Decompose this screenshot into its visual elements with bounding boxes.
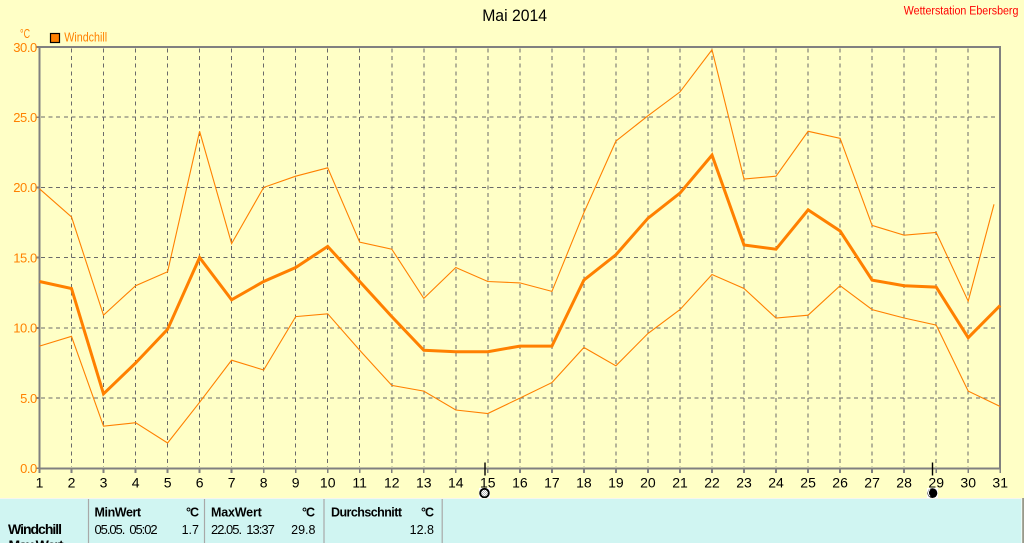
svg-text:19: 19: [608, 474, 624, 490]
svg-text:°C: °C: [186, 506, 199, 520]
svg-text:Durchschnitt: Durchschnitt: [331, 506, 403, 520]
svg-text:1.7: 1.7: [182, 523, 199, 537]
svg-text:Wetterstation Ebersberg: Wetterstation Ebersberg: [904, 6, 1019, 18]
svg-text:9: 9: [292, 474, 300, 490]
svg-text:18: 18: [576, 474, 592, 490]
svg-text:30.0: 30.0: [13, 40, 37, 55]
svg-text:5.0: 5.0: [20, 391, 37, 406]
svg-text:15: 15: [480, 474, 496, 490]
svg-text:26: 26: [832, 474, 848, 490]
svg-text:°C: °C: [421, 506, 434, 520]
svg-text:29.8: 29.8: [291, 523, 315, 537]
svg-text:05.05. 05:02: 05.05. 05:02: [95, 522, 158, 537]
svg-text:31: 31: [992, 474, 1008, 490]
svg-text:22: 22: [704, 474, 720, 490]
svg-text:7: 7: [228, 474, 236, 490]
svg-text:22.05. 13:37: 22.05. 13:37: [211, 522, 275, 537]
svg-text:Max Wert: Max Wert: [9, 537, 64, 543]
svg-text:5: 5: [164, 474, 172, 490]
svg-text:10.0: 10.0: [13, 321, 37, 336]
svg-text:13: 13: [416, 474, 432, 490]
svg-text:25.0: 25.0: [13, 110, 37, 125]
svg-text:Mai 2014: Mai 2014: [482, 6, 547, 25]
svg-text:15.0: 15.0: [13, 250, 37, 265]
svg-text:°C: °C: [302, 506, 315, 520]
svg-text:21: 21: [672, 474, 688, 490]
svg-text:MaxWert: MaxWert: [211, 506, 263, 520]
svg-text:29: 29: [928, 474, 944, 490]
svg-text:25: 25: [800, 474, 816, 490]
svg-text:1: 1: [36, 474, 44, 490]
svg-text:16: 16: [512, 474, 528, 490]
svg-text:8: 8: [260, 474, 268, 490]
svg-text:12: 12: [384, 474, 400, 490]
svg-text:10: 10: [320, 474, 336, 490]
svg-text:20.0: 20.0: [13, 180, 37, 195]
svg-text:12.8: 12.8: [410, 523, 434, 537]
svg-text:17: 17: [544, 474, 560, 490]
svg-text:14: 14: [448, 474, 464, 490]
svg-text:0.0: 0.0: [20, 461, 37, 476]
svg-text:3: 3: [100, 474, 108, 490]
svg-text:°C: °C: [20, 27, 30, 41]
svg-text:27: 27: [864, 474, 880, 490]
svg-text:MinWert: MinWert: [95, 506, 142, 520]
svg-text:Windchill: Windchill: [8, 521, 62, 537]
svg-text:6: 6: [196, 474, 204, 490]
svg-text:2: 2: [68, 474, 76, 490]
svg-text:23: 23: [736, 474, 752, 490]
svg-text:30: 30: [960, 474, 976, 490]
svg-text:24: 24: [768, 474, 784, 490]
svg-text:20: 20: [640, 474, 656, 490]
svg-text:4: 4: [132, 474, 140, 490]
svg-text:Windchill: Windchill: [64, 29, 107, 44]
svg-text:11: 11: [352, 474, 367, 490]
svg-text:28: 28: [896, 474, 912, 490]
